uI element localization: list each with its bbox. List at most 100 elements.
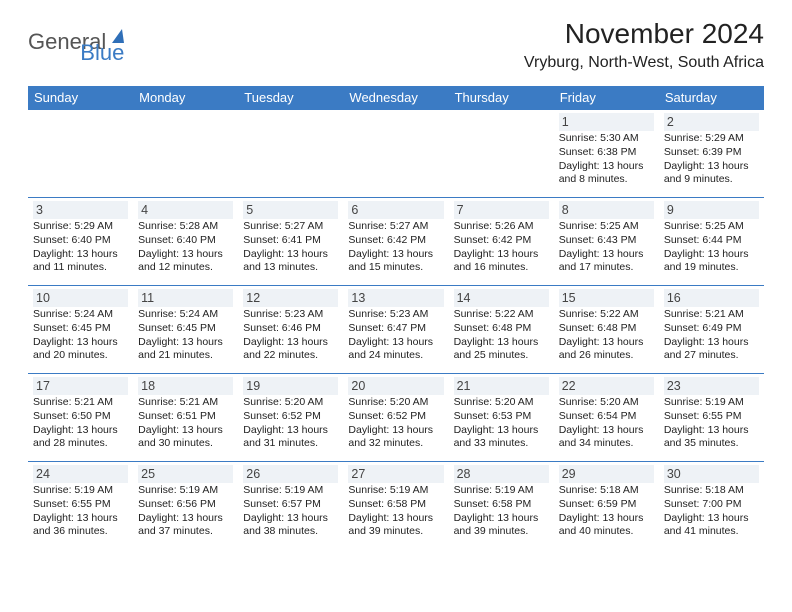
sunrise-line: Sunrise: 5:26 AM <box>454 220 549 234</box>
calendar-week: 10Sunrise: 5:24 AMSunset: 6:45 PMDayligh… <box>28 286 764 374</box>
sunrise-line: Sunrise: 5:24 AM <box>33 308 128 322</box>
sunrise-line: Sunrise: 5:21 AM <box>664 308 759 322</box>
calendar-cell: 3Sunrise: 5:29 AMSunset: 6:40 PMDaylight… <box>28 198 133 286</box>
sunset-line: Sunset: 6:48 PM <box>559 322 654 336</box>
day-number: 30 <box>664 465 759 483</box>
sunset-line: Sunset: 6:58 PM <box>454 498 549 512</box>
sunset-line: Sunset: 6:48 PM <box>454 322 549 336</box>
sunset-line: Sunset: 6:42 PM <box>454 234 549 248</box>
sunset-line: Sunset: 6:55 PM <box>33 498 128 512</box>
sunset-line: Sunset: 6:58 PM <box>348 498 443 512</box>
daylight-line: Daylight: 13 hours and 41 minutes. <box>664 512 759 539</box>
daylight-line: Daylight: 13 hours and 24 minutes. <box>348 336 443 363</box>
daylight-line: Daylight: 13 hours and 26 minutes. <box>559 336 654 363</box>
sunset-line: Sunset: 6:49 PM <box>664 322 759 336</box>
day-number: 2 <box>664 113 759 131</box>
sail-icon <box>112 29 124 43</box>
day-number: 26 <box>243 465 338 483</box>
calendar-cell: 17Sunrise: 5:21 AMSunset: 6:50 PMDayligh… <box>28 374 133 462</box>
day-number: 15 <box>559 289 654 307</box>
calendar-cell <box>133 110 238 198</box>
sunset-line: Sunset: 6:53 PM <box>454 410 549 424</box>
calendar-cell: 30Sunrise: 5:18 AMSunset: 7:00 PMDayligh… <box>659 462 764 550</box>
sunset-line: Sunset: 6:44 PM <box>664 234 759 248</box>
sunset-line: Sunset: 6:42 PM <box>348 234 443 248</box>
calendar-cell <box>238 110 343 198</box>
calendar-cell: 14Sunrise: 5:22 AMSunset: 6:48 PMDayligh… <box>449 286 554 374</box>
calendar-cell <box>28 110 133 198</box>
sunrise-line: Sunrise: 5:24 AM <box>138 308 233 322</box>
daylight-line: Daylight: 13 hours and 32 minutes. <box>348 424 443 451</box>
day-number: 24 <box>33 465 128 483</box>
calendar-cell: 9Sunrise: 5:25 AMSunset: 6:44 PMDaylight… <box>659 198 764 286</box>
daylight-line: Daylight: 13 hours and 39 minutes. <box>348 512 443 539</box>
sunset-line: Sunset: 6:56 PM <box>138 498 233 512</box>
sunset-line: Sunset: 6:51 PM <box>138 410 233 424</box>
day-number: 23 <box>664 377 759 395</box>
day-number: 7 <box>454 201 549 219</box>
day-number: 5 <box>243 201 338 219</box>
sunset-line: Sunset: 6:40 PM <box>138 234 233 248</box>
calendar-cell: 8Sunrise: 5:25 AMSunset: 6:43 PMDaylight… <box>554 198 659 286</box>
calendar-cell: 7Sunrise: 5:26 AMSunset: 6:42 PMDaylight… <box>449 198 554 286</box>
calendar-cell: 22Sunrise: 5:20 AMSunset: 6:54 PMDayligh… <box>554 374 659 462</box>
day-number: 12 <box>243 289 338 307</box>
dow-header: Sunday <box>28 86 133 110</box>
daylight-line: Daylight: 13 hours and 30 minutes. <box>138 424 233 451</box>
day-number: 6 <box>348 201 443 219</box>
sunrise-line: Sunrise: 5:29 AM <box>33 220 128 234</box>
calendar-cell: 28Sunrise: 5:19 AMSunset: 6:58 PMDayligh… <box>449 462 554 550</box>
calendar-cell: 23Sunrise: 5:19 AMSunset: 6:55 PMDayligh… <box>659 374 764 462</box>
calendar-week: 1Sunrise: 5:30 AMSunset: 6:38 PMDaylight… <box>28 110 764 198</box>
dow-header: Thursday <box>449 86 554 110</box>
calendar-cell: 2Sunrise: 5:29 AMSunset: 6:39 PMDaylight… <box>659 110 764 198</box>
day-number: 27 <box>348 465 443 483</box>
day-number: 9 <box>664 201 759 219</box>
day-number: 28 <box>454 465 549 483</box>
day-number: 3 <box>33 201 128 219</box>
calendar-body: 1Sunrise: 5:30 AMSunset: 6:38 PMDaylight… <box>28 110 764 550</box>
calendar-cell: 27Sunrise: 5:19 AMSunset: 6:58 PMDayligh… <box>343 462 448 550</box>
calendar-cell: 29Sunrise: 5:18 AMSunset: 6:59 PMDayligh… <box>554 462 659 550</box>
calendar-head: SundayMondayTuesdayWednesdayThursdayFrid… <box>28 86 764 110</box>
day-number: 22 <box>559 377 654 395</box>
calendar-week: 17Sunrise: 5:21 AMSunset: 6:50 PMDayligh… <box>28 374 764 462</box>
daylight-line: Daylight: 13 hours and 39 minutes. <box>454 512 549 539</box>
sunrise-line: Sunrise: 5:25 AM <box>664 220 759 234</box>
dow-header: Tuesday <box>238 86 343 110</box>
day-number: 16 <box>664 289 759 307</box>
daylight-line: Daylight: 13 hours and 37 minutes. <box>138 512 233 539</box>
sunrise-line: Sunrise: 5:20 AM <box>243 396 338 410</box>
title-block: November 2024 Vryburg, North-West, South… <box>524 18 764 72</box>
calendar-cell: 6Sunrise: 5:27 AMSunset: 6:42 PMDaylight… <box>343 198 448 286</box>
calendar-cell: 18Sunrise: 5:21 AMSunset: 6:51 PMDayligh… <box>133 374 238 462</box>
sunset-line: Sunset: 6:52 PM <box>348 410 443 424</box>
sunset-line: Sunset: 6:43 PM <box>559 234 654 248</box>
sunrise-line: Sunrise: 5:22 AM <box>454 308 549 322</box>
day-number: 10 <box>33 289 128 307</box>
daylight-line: Daylight: 13 hours and 12 minutes. <box>138 248 233 275</box>
calendar-cell: 25Sunrise: 5:19 AMSunset: 6:56 PMDayligh… <box>133 462 238 550</box>
calendar-cell: 1Sunrise: 5:30 AMSunset: 6:38 PMDaylight… <box>554 110 659 198</box>
calendar-cell: 19Sunrise: 5:20 AMSunset: 6:52 PMDayligh… <box>238 374 343 462</box>
daylight-line: Daylight: 13 hours and 38 minutes. <box>243 512 338 539</box>
daylight-line: Daylight: 13 hours and 16 minutes. <box>454 248 549 275</box>
calendar-cell: 24Sunrise: 5:19 AMSunset: 6:55 PMDayligh… <box>28 462 133 550</box>
calendar-cell: 13Sunrise: 5:23 AMSunset: 6:47 PMDayligh… <box>343 286 448 374</box>
sunset-line: Sunset: 6:59 PM <box>559 498 654 512</box>
day-number: 14 <box>454 289 549 307</box>
calendar-cell <box>449 110 554 198</box>
sunrise-line: Sunrise: 5:22 AM <box>559 308 654 322</box>
day-number: 11 <box>138 289 233 307</box>
daylight-line: Daylight: 13 hours and 28 minutes. <box>33 424 128 451</box>
daylight-line: Daylight: 13 hours and 21 minutes. <box>138 336 233 363</box>
day-number: 21 <box>454 377 549 395</box>
sunset-line: Sunset: 6:45 PM <box>138 322 233 336</box>
sunrise-line: Sunrise: 5:25 AM <box>559 220 654 234</box>
sunset-line: Sunset: 7:00 PM <box>664 498 759 512</box>
calendar-cell: 4Sunrise: 5:28 AMSunset: 6:40 PMDaylight… <box>133 198 238 286</box>
daylight-line: Daylight: 13 hours and 36 minutes. <box>33 512 128 539</box>
daylight-line: Daylight: 13 hours and 8 minutes. <box>559 160 654 187</box>
day-number: 1 <box>559 113 654 131</box>
daylight-line: Daylight: 13 hours and 15 minutes. <box>348 248 443 275</box>
